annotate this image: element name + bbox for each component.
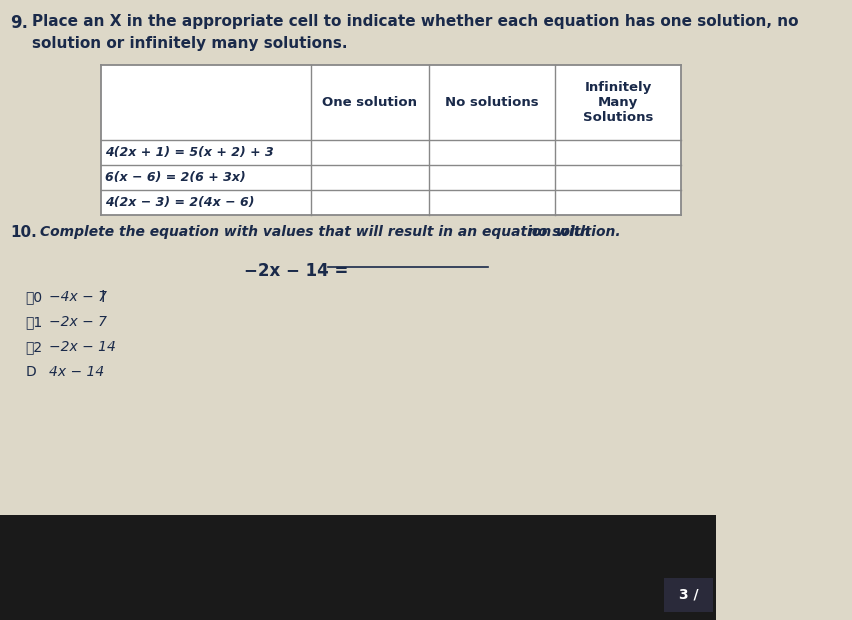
Text: ␹0: ␹0 xyxy=(26,290,43,304)
Text: Infinitely
Many
Solutions: Infinitely Many Solutions xyxy=(583,81,653,124)
Text: 10.: 10. xyxy=(10,225,37,240)
Text: ␹1: ␹1 xyxy=(26,315,43,329)
Text: 3 /: 3 / xyxy=(679,588,699,602)
Text: 4(2x − 3) = 2(4x − 6): 4(2x − 3) = 2(4x − 6) xyxy=(105,196,255,209)
Text: I: I xyxy=(101,290,106,305)
Text: Complete the equation with values that will result in an equation with: Complete the equation with values that w… xyxy=(40,225,596,239)
Text: −2x − 7: −2x − 7 xyxy=(49,315,106,329)
Text: no solution.: no solution. xyxy=(528,225,620,239)
Bar xyxy=(0,515,717,620)
Text: −2x − 14 =: −2x − 14 = xyxy=(244,262,348,280)
Text: One solution: One solution xyxy=(322,96,417,109)
Text: ␹2: ␹2 xyxy=(26,340,43,354)
Text: Place an X in the appropriate cell to indicate whether each equation has one sol: Place an X in the appropriate cell to in… xyxy=(32,14,798,29)
Text: −4x − 7: −4x − 7 xyxy=(49,290,106,304)
Text: 4x − 14: 4x − 14 xyxy=(49,365,104,379)
Text: No solutions: No solutions xyxy=(445,96,538,109)
Text: solution or infinitely many solutions.: solution or infinitely many solutions. xyxy=(32,36,348,51)
Bar xyxy=(101,65,681,215)
Bar xyxy=(665,578,713,612)
Text: −2x − 14: −2x − 14 xyxy=(49,340,116,354)
Text: 9.: 9. xyxy=(10,14,28,32)
Text: 4(2x + 1) = 5(x + 2) + 3: 4(2x + 1) = 5(x + 2) + 3 xyxy=(105,146,273,159)
Text: D: D xyxy=(26,365,36,379)
Text: 6(x − 6) = 2(6 + 3x): 6(x − 6) = 2(6 + 3x) xyxy=(105,171,246,184)
